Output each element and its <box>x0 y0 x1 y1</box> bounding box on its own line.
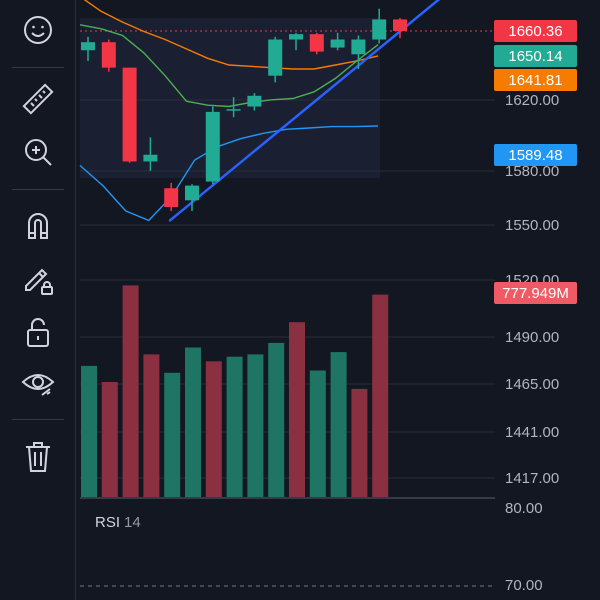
volume-bar <box>205 361 222 497</box>
blue-ma-badge: 1589.48 <box>494 144 577 166</box>
volume-badge: 777.949M <box>494 282 577 304</box>
candle-body[interactable] <box>164 188 179 208</box>
volume-bar <box>351 388 368 497</box>
magnet-icon[interactable] <box>14 203 62 247</box>
candle-body[interactable] <box>351 39 366 55</box>
emoji-icon[interactable] <box>14 8 62 52</box>
moving-average-blue <box>79 125 379 222</box>
candle-body[interactable] <box>226 109 241 111</box>
price-tick: 1550.00 <box>505 217 560 234</box>
candle-body[interactable] <box>309 34 324 52</box>
rsi-name: RSI <box>95 514 121 531</box>
trendline[interactable] <box>168 0 470 222</box>
candle-body[interactable] <box>268 39 283 76</box>
last-price-badge: 1660.36 <box>494 20 577 42</box>
eye-icon[interactable] <box>14 360 62 404</box>
price-tick: 1417.00 <box>505 470 560 487</box>
candle-body[interactable] <box>247 95 262 107</box>
candle-body[interactable] <box>205 111 220 182</box>
price-tick: 1620.00 <box>505 92 560 109</box>
volume-bar <box>309 370 326 497</box>
volume-bar <box>122 285 139 497</box>
volume-bar <box>164 372 181 497</box>
volume-bar <box>247 354 264 497</box>
price-tick: 1441.00 <box>505 424 560 441</box>
price-tick: 1580.00 <box>505 163 560 180</box>
volume-bar <box>372 294 389 497</box>
ruler-icon[interactable] <box>14 78 62 122</box>
volume-bar <box>101 382 118 497</box>
candle-body[interactable] <box>393 19 407 31</box>
volume-bar <box>81 365 97 497</box>
volume-bar <box>143 354 160 497</box>
lock-drawing-icon[interactable] <box>14 256 62 300</box>
price-tick: 1465.00 <box>505 376 560 393</box>
candle-body[interactable] <box>330 39 345 48</box>
candle-body[interactable] <box>122 67 137 162</box>
moving-average-orange <box>83 0 379 70</box>
volume-bar <box>330 352 347 497</box>
candle-body[interactable] <box>372 19 387 40</box>
price-tick: 1490.00 <box>505 329 560 346</box>
candle-body[interactable] <box>143 154 158 162</box>
volume-bar <box>185 347 201 497</box>
unlock-icon[interactable] <box>14 310 62 354</box>
orange-ma-badge: 1641.81 <box>494 69 577 91</box>
moving-average-green <box>79 24 379 108</box>
green-ma-badge: 1650.14 <box>494 45 577 67</box>
drawing-toolbar <box>0 0 76 600</box>
volume-bar <box>289 322 305 497</box>
rsi-period: 14 <box>124 514 141 531</box>
rsi-tick: 70.00 <box>505 577 543 594</box>
zoom-in-icon[interactable] <box>14 130 62 174</box>
volume-bar <box>226 356 243 497</box>
volume-bar <box>268 342 285 497</box>
rsi-tick: 80.00 <box>505 500 543 517</box>
candle-body[interactable] <box>185 185 199 201</box>
candle-body[interactable] <box>81 42 95 51</box>
trash-icon[interactable] <box>14 434 62 478</box>
rsi-indicator-label[interactable]: RSI 14 <box>95 514 141 531</box>
candle-body[interactable] <box>289 34 303 40</box>
candle-body[interactable] <box>101 42 116 68</box>
